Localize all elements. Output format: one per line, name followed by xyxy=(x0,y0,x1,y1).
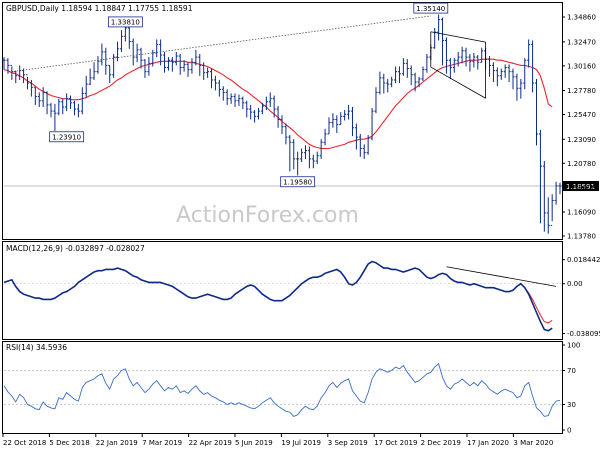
x-tick-label: 22 Oct 2018 xyxy=(3,439,46,447)
price-bars xyxy=(2,14,562,234)
price-annotation-label: 1.19580 xyxy=(283,179,312,187)
price-y-tick-label: 1.25470 xyxy=(567,111,596,119)
price-annotation-label: 1.23910 xyxy=(52,134,81,142)
rsi-panel-header: RSI(14) 34.5936 xyxy=(6,343,67,352)
price-annotation-box xyxy=(49,131,85,143)
price-panel-header: GBPUSD,Daily 1.18594 1.18847 1.17755 1.1… xyxy=(6,4,193,13)
last-price-label: 1.18591 xyxy=(566,183,595,191)
x-tick-label: 19 Jul 2019 xyxy=(281,439,321,447)
x-tick-label: 22 Jan 2019 xyxy=(96,439,138,447)
x-tick-label: 22 Apr 2019 xyxy=(189,439,232,447)
x-tick-label: 2 Dec 2019 xyxy=(421,439,461,447)
price-annotation-label: 1.33810 xyxy=(111,19,140,27)
axis-labels: 1.34860 1.32470 1.30160 1.27780 1.25470 1.230… xyxy=(2,14,600,447)
price-y-tick-label: 1.20780 xyxy=(567,160,596,168)
channel-line xyxy=(430,31,486,43)
price-y-tick-label: 1.16090 xyxy=(567,209,596,217)
price-y-tick-label: 1.30160 xyxy=(567,62,596,70)
price-annotation-box xyxy=(107,16,143,28)
x-tick-label: 7 Mar 2019 xyxy=(142,439,182,447)
long-trendline xyxy=(7,15,431,73)
price-labels: 1.18591 1.33810 1.35140 1.23910 1.19580 xyxy=(49,2,599,192)
price-y-tick-label: 1.23090 xyxy=(567,136,596,144)
macd-y-tick-label: -0.038095 xyxy=(567,330,600,338)
price-y-tick-label: 1.18400 xyxy=(567,185,596,193)
watermark: ActionForex.com xyxy=(176,203,359,228)
macd-y-tick-label: 0.018442 xyxy=(567,256,600,264)
price-panel-frame xyxy=(2,2,563,240)
rsi-panel-frame xyxy=(2,341,563,434)
macd-trendline xyxy=(446,266,557,287)
x-tick-label: 5 Dec 2018 xyxy=(49,439,89,447)
last-price-box xyxy=(563,181,599,192)
macd-panel-header: MACD(12,26,9) -0.032897 -0.028027 xyxy=(6,244,145,253)
price-annotation-box xyxy=(413,2,449,14)
x-tick-label: 3 Sep 2019 xyxy=(328,439,368,447)
rsi-y-tick-label: 30 xyxy=(567,401,576,409)
rsi-y-tick-label: 70 xyxy=(567,367,576,375)
x-tick-label: 17 Oct 2019 xyxy=(374,439,417,447)
macd-series-macd xyxy=(3,260,553,332)
x-tick-label: 5 Jun 2019 xyxy=(235,439,273,447)
price-annotation-label: 1.35140 xyxy=(416,5,445,13)
price-y-tick-label: 1.32470 xyxy=(567,38,596,46)
price-annotation-box xyxy=(280,176,316,188)
rsi-series-line xyxy=(3,362,561,417)
price-y-tick-label: 1.27780 xyxy=(567,87,596,95)
rsi-y-tick-label: 100 xyxy=(567,342,580,350)
price-y-tick-label: 1.13780 xyxy=(567,233,596,241)
price-trendlines xyxy=(7,15,487,99)
x-tick-label: 3 Mar 2020 xyxy=(513,439,553,447)
rsi-y-tick-label: 0 xyxy=(567,427,571,435)
price-y-tick-label: 1.34860 xyxy=(567,14,596,22)
x-tick-label: 17 Jan 2020 xyxy=(467,439,509,447)
macd-panel-frame xyxy=(2,241,563,340)
channel-line xyxy=(430,66,486,99)
macd-lines xyxy=(3,260,562,332)
rsi-lines xyxy=(3,362,562,417)
macd-y-tick-label: 0.00 xyxy=(567,280,583,288)
